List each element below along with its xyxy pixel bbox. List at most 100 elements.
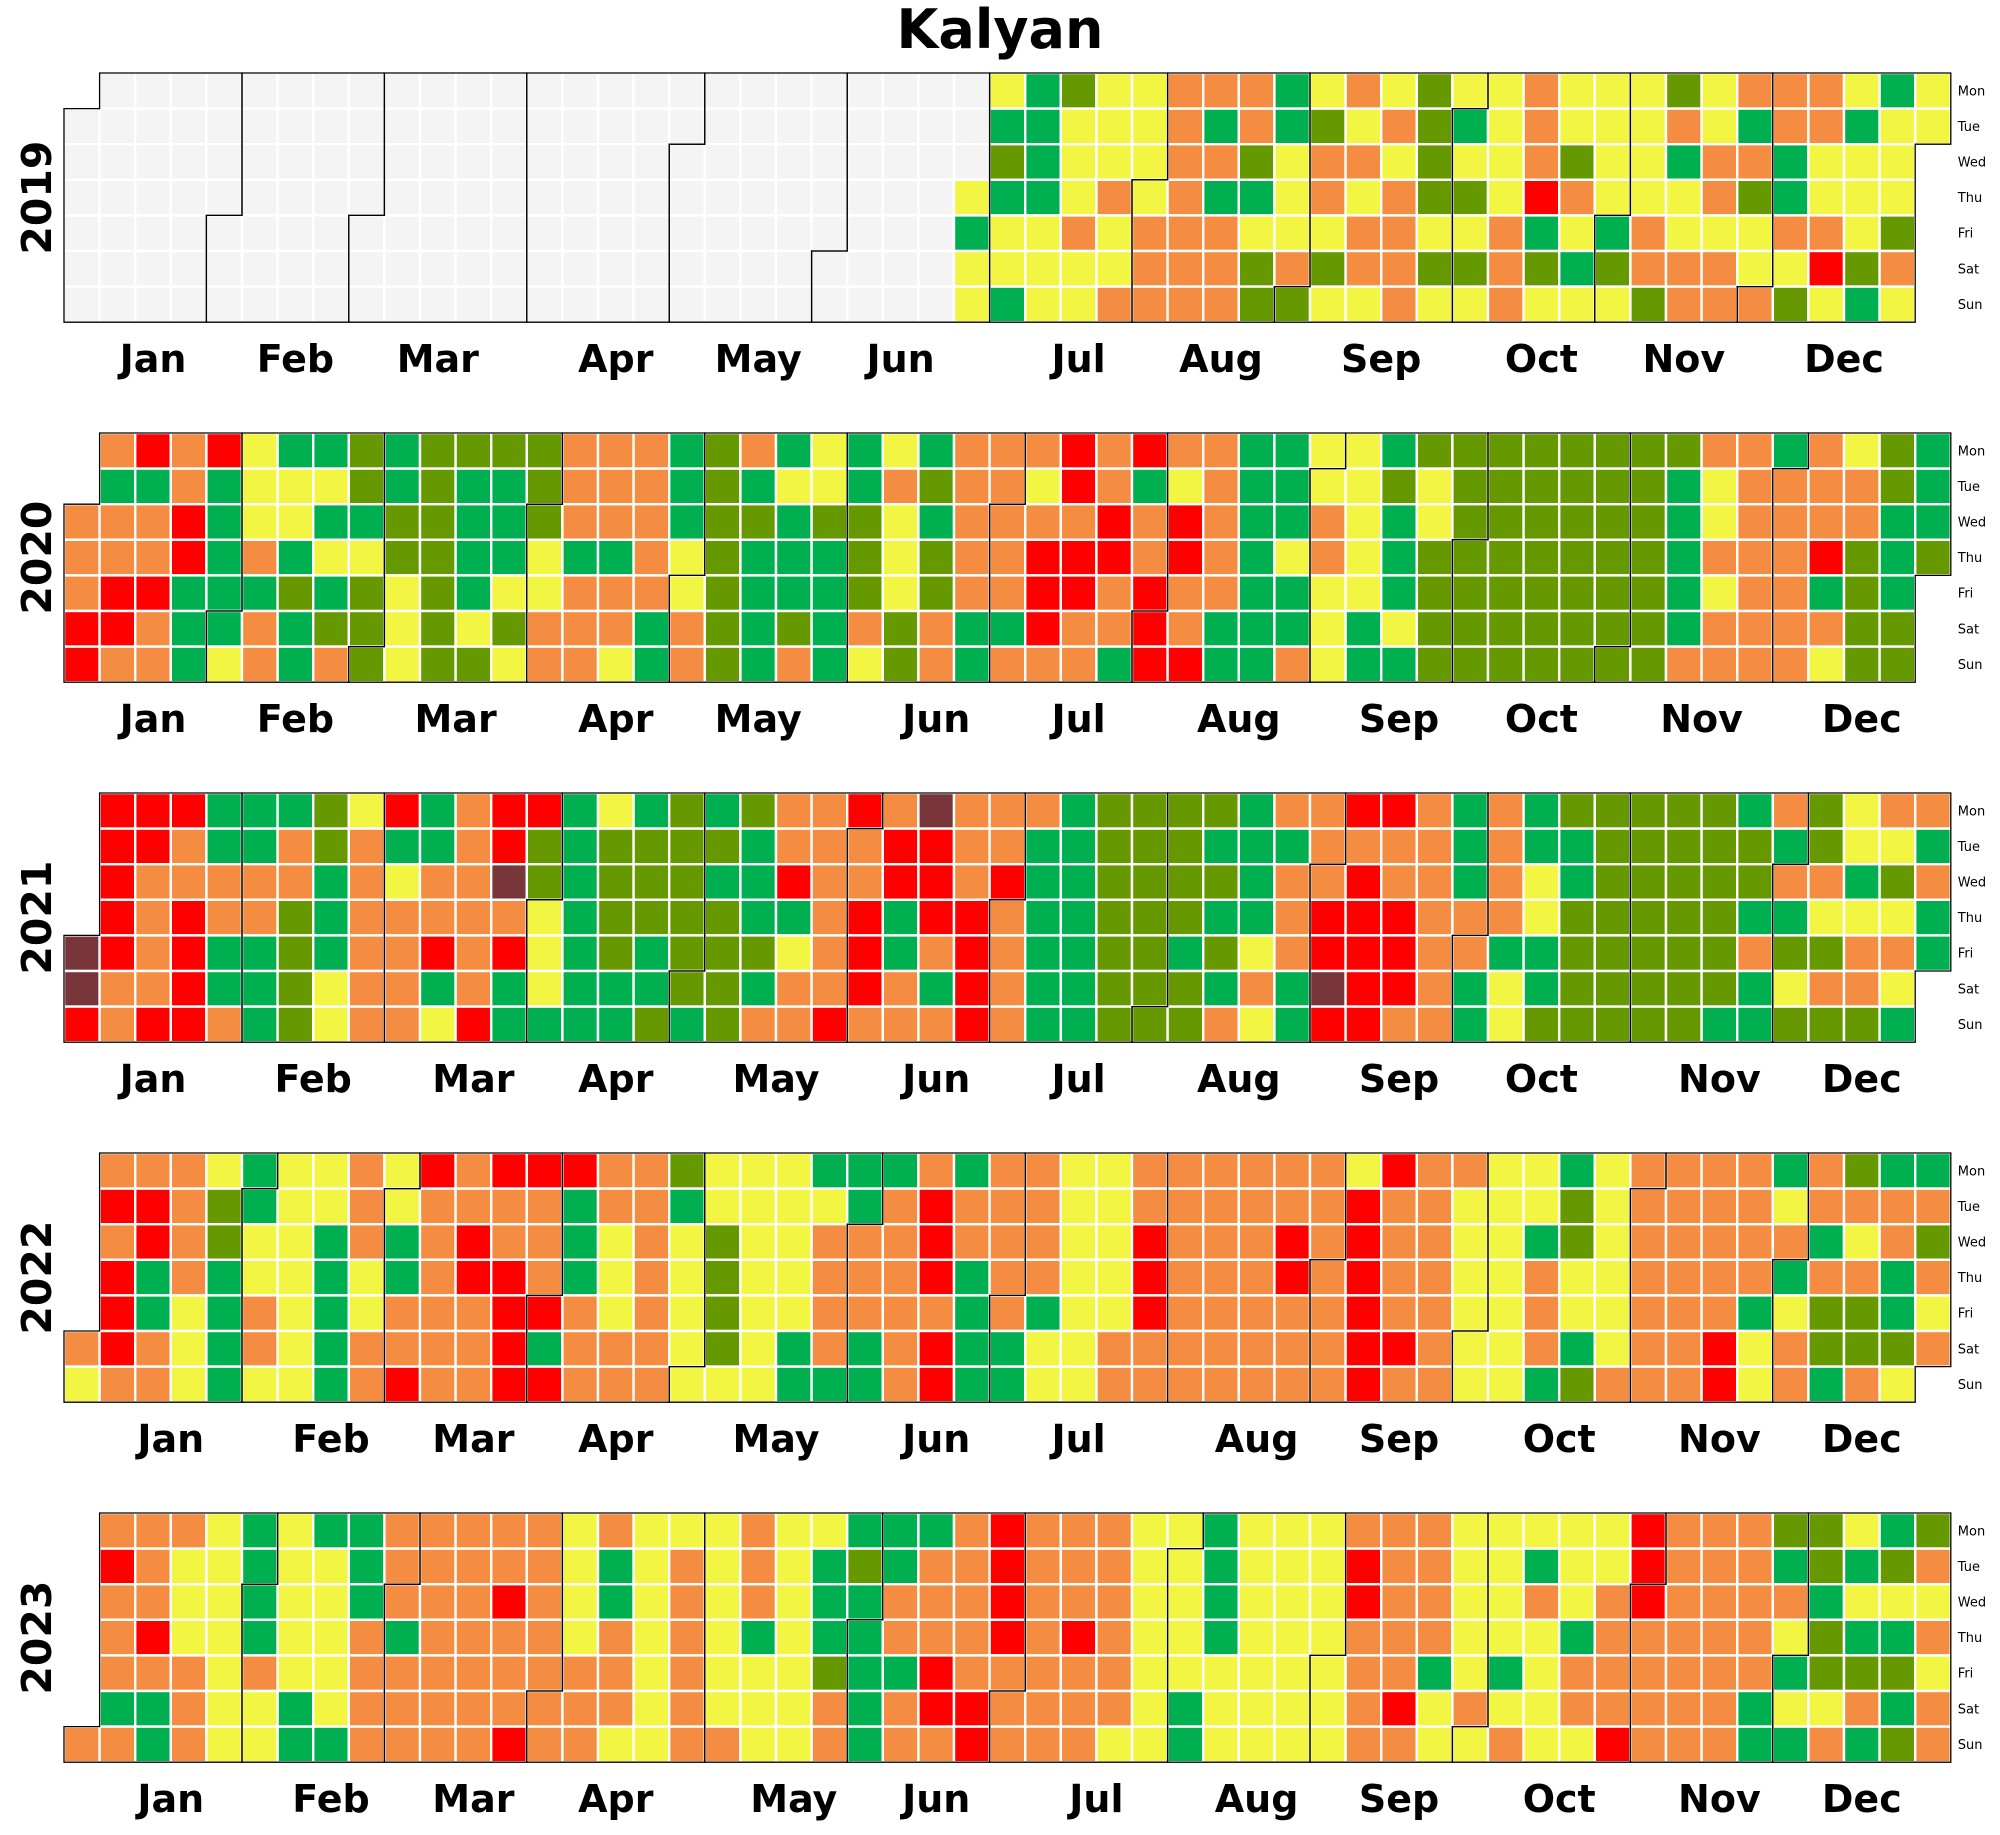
day-cell bbox=[205, 1258, 244, 1297]
day-cell bbox=[347, 1547, 386, 1586]
day-cell bbox=[490, 142, 529, 181]
day-cell bbox=[988, 142, 1027, 181]
day-cell bbox=[988, 1294, 1027, 1333]
day-cell bbox=[846, 609, 885, 648]
day-cell bbox=[1059, 214, 1098, 253]
day-cell bbox=[739, 898, 778, 937]
day-cell bbox=[347, 249, 386, 288]
day-cell bbox=[1166, 285, 1205, 324]
day-cell bbox=[418, 71, 457, 110]
day-cell bbox=[62, 609, 101, 648]
day-cell bbox=[1842, 574, 1881, 613]
day-cell bbox=[1201, 1294, 1240, 1333]
day-cell bbox=[1735, 285, 1774, 324]
day-cell bbox=[169, 645, 208, 684]
day-cell bbox=[454, 645, 493, 684]
day-label: Thu bbox=[1957, 1631, 1982, 1646]
day-cell bbox=[596, 503, 635, 542]
day-cell bbox=[739, 645, 778, 684]
day-cell bbox=[1201, 791, 1240, 830]
day-cell bbox=[1913, 1329, 1952, 1368]
day-cell bbox=[312, 1725, 351, 1764]
day-cell bbox=[1593, 503, 1632, 542]
day-cell bbox=[1629, 1511, 1668, 1550]
month-label: May bbox=[750, 1777, 837, 1821]
day-cell bbox=[418, 574, 457, 613]
day-cell bbox=[1557, 645, 1596, 684]
day-cell bbox=[881, 1511, 920, 1550]
day-cell bbox=[561, 574, 600, 613]
day-cell bbox=[774, 214, 813, 253]
day-cell bbox=[383, 1582, 422, 1621]
day-cell bbox=[525, 1511, 564, 1550]
day-cell bbox=[1557, 71, 1596, 110]
day-cell bbox=[1166, 898, 1205, 937]
day-cell bbox=[917, 1365, 956, 1404]
day-cell bbox=[1771, 538, 1810, 577]
day-cell bbox=[1700, 1187, 1739, 1226]
day-cell bbox=[1807, 1329, 1846, 1368]
day-cell bbox=[133, 969, 172, 1008]
day-cell bbox=[739, 1005, 778, 1044]
day-cell bbox=[276, 791, 315, 830]
day-cell bbox=[1237, 1547, 1276, 1586]
day-cell bbox=[1735, 1005, 1774, 1044]
day-cell bbox=[1771, 1547, 1810, 1586]
day-cell bbox=[1735, 1725, 1774, 1764]
day-cell bbox=[383, 1689, 422, 1728]
day-cell bbox=[1700, 645, 1739, 684]
day-cell bbox=[1842, 107, 1881, 146]
day-cell bbox=[276, 503, 315, 542]
day-cell bbox=[1842, 1511, 1881, 1550]
day-cell bbox=[1059, 1365, 1098, 1404]
day-cell bbox=[846, 1258, 885, 1297]
day-cell bbox=[1807, 142, 1846, 181]
day-label: Tue bbox=[1957, 120, 1980, 135]
day-cell bbox=[810, 142, 849, 181]
day-cell bbox=[205, 1329, 244, 1368]
day-cell bbox=[668, 107, 707, 146]
day-cell bbox=[347, 574, 386, 613]
day-cell bbox=[490, 1222, 529, 1261]
day-cell bbox=[1273, 1187, 1312, 1226]
day-cell bbox=[739, 71, 778, 110]
day-cell bbox=[1344, 1689, 1383, 1728]
day-cell bbox=[917, 1329, 956, 1368]
day-cell bbox=[312, 898, 351, 937]
day-cell bbox=[596, 431, 635, 470]
month-label: Feb bbox=[292, 1417, 369, 1461]
day-cell bbox=[1735, 71, 1774, 110]
day-cell bbox=[490, 1187, 529, 1226]
day-cell bbox=[1807, 431, 1846, 470]
day-cell bbox=[1201, 107, 1240, 146]
day-cell bbox=[668, 1005, 707, 1044]
day-cell bbox=[1095, 1582, 1134, 1621]
day-cell bbox=[1522, 249, 1561, 288]
day-cell bbox=[1878, 1725, 1917, 1764]
day-cell bbox=[1593, 1329, 1632, 1368]
day-cell bbox=[490, 574, 529, 613]
day-cell bbox=[1629, 467, 1668, 506]
day-cell bbox=[1557, 142, 1596, 181]
day-cell bbox=[703, 1222, 742, 1261]
day-cell bbox=[240, 1005, 279, 1044]
day-cell bbox=[276, 1689, 315, 1728]
day-cell bbox=[1629, 285, 1668, 324]
day-cell bbox=[1522, 1294, 1561, 1333]
day-cell bbox=[1095, 503, 1134, 542]
day-cell bbox=[1451, 249, 1490, 288]
day-cell bbox=[846, 1187, 885, 1226]
day-cell bbox=[1344, 1005, 1383, 1044]
day-cell bbox=[632, 898, 671, 937]
day-cell bbox=[561, 1618, 600, 1657]
day-cell bbox=[774, 467, 813, 506]
day-cell bbox=[703, 503, 742, 542]
day-cell bbox=[1878, 1618, 1917, 1657]
day-cell bbox=[632, 503, 671, 542]
day-cell bbox=[1201, 1329, 1240, 1368]
day-cell bbox=[1913, 1511, 1952, 1550]
day-cell bbox=[240, 178, 279, 217]
day-cell bbox=[1807, 178, 1846, 217]
day-cell bbox=[1166, 1689, 1205, 1728]
day-cell bbox=[276, 538, 315, 577]
